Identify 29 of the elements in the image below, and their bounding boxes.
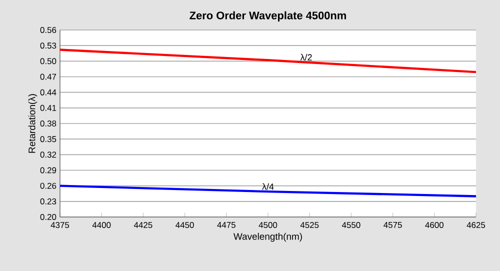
annotation: λ/2 (300, 54, 312, 61)
y-tick-label: 0.56 (40, 27, 56, 33)
x-tick-label: 4525 (300, 222, 319, 228)
y-tick-label: 0.50 (40, 58, 56, 64)
x-tick-label: 4375 (50, 222, 70, 228)
y-tick-label: 0.47 (40, 74, 56, 80)
y-tick-label: 0.20 (40, 214, 56, 220)
x-tick-label: 4400 (92, 222, 111, 228)
x-axis-title: Wavelength(nm) (234, 232, 302, 242)
y-tick-label: 0.23 (40, 198, 56, 204)
y-tick-label: 0.32 (40, 152, 56, 158)
x-tick-label: 4600 (425, 222, 444, 228)
y-tick-label: 0.53 (40, 42, 56, 49)
x-tick-label: 4575 (384, 222, 402, 228)
y-tick-label: 0.26 (40, 182, 56, 189)
y-tick-label: 0.44 (40, 89, 56, 96)
y-tick-label: 0.41 (40, 104, 56, 111)
x-tick-label: 4550 (342, 222, 360, 228)
chart-title: Zero Order Waveplate 4500nm (190, 11, 346, 22)
y-tick-label: 0.35 (40, 136, 56, 142)
y-tick-label: 0.38 (40, 120, 56, 126)
y-axis-title: Retardation(λ) (28, 94, 38, 153)
x-tick-label: 4450 (176, 222, 194, 228)
annotation: λ/4 (262, 183, 274, 190)
x-tick-label: 4475 (217, 222, 236, 228)
x-tick-label: 4425 (134, 222, 152, 228)
y-tick-label: 0.29 (40, 167, 56, 174)
x-tick-label: 4500 (258, 222, 278, 228)
x-tick-label: 4625 (466, 222, 486, 228)
